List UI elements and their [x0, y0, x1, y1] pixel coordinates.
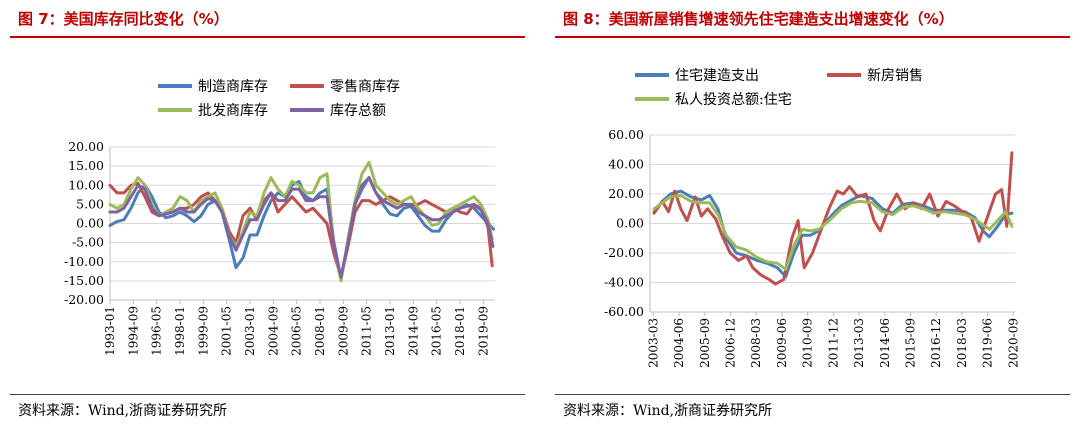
x-tick-label: 2013-01	[383, 306, 397, 356]
chart-housing: 60.0040.0020.000.00-20.00-40.00-60.00200…	[604, 68, 1020, 368]
x-tick-label: 1994-09	[126, 306, 140, 356]
source-note: 资料来源：Wind,浙商证券研究所	[18, 403, 228, 419]
y-tick-label: 60.00	[608, 127, 644, 142]
y-tick-label: -40.00	[604, 275, 644, 290]
source-rule	[10, 394, 525, 395]
x-tick-label: 2011-12	[826, 318, 840, 368]
series-line	[108, 160, 494, 283]
legend-label: 制造商库存	[198, 79, 268, 95]
y-tick-label: -60.00	[604, 304, 644, 319]
x-tick-label: 2005-09	[698, 318, 712, 368]
chart-panel-left: 图 7：美国库存同比变化（%） 20.00 15.00 10.00 5.00 0.00 -…	[10, 0, 525, 436]
x-tick-label: 2003-03	[646, 318, 660, 368]
title-rule	[10, 36, 525, 38]
legend-label: 批发商库存	[198, 103, 268, 119]
x-tick-label: 2004-06	[672, 318, 686, 368]
x-tick-label: 2009-09	[336, 306, 350, 356]
x-tick-label: 2011-05	[360, 306, 374, 356]
x-tick-label: 1993-01	[103, 306, 117, 356]
legend-label: 零售商库存	[330, 79, 400, 95]
series-line	[652, 194, 1014, 271]
series-line	[652, 151, 1014, 286]
chart-panel-right: 图 8：美国新屋销售增速领先住宅建造支出增速变化（%） 60.00 40.00 20…	[555, 0, 1070, 436]
x-tick-label: 2016-12	[929, 318, 943, 368]
x-tick-label: 1999-09	[196, 306, 210, 356]
x-tick-label: 2003-01	[243, 306, 257, 356]
y-tick-label: 20.00	[68, 139, 104, 154]
source-rule	[555, 394, 1070, 395]
chart-inventory: 20.00 15.00 10.00 5.00 0.00 -5.00 -10.00 -15.00…	[64, 79, 496, 356]
figure-title: 图 7：美国库存同比变化（%）	[18, 10, 229, 28]
x-tick-label: 2016-05	[430, 306, 444, 356]
x-tick-label: 2020-09	[1006, 318, 1020, 368]
x-tick-label: 2019-06	[981, 318, 995, 368]
x-tick-label: 2014-09	[406, 306, 420, 356]
x-tick-label: 1998-01	[173, 306, 187, 356]
x-tick-label: 2001-05	[220, 306, 234, 356]
y-tick-label: 15.00	[68, 158, 104, 173]
x-tick-label: 2006-05	[290, 306, 304, 356]
x-tick-label: 2013-03	[852, 318, 866, 368]
y-tick-label: -15.00	[64, 273, 104, 288]
y-tick-label: 0.00	[616, 216, 644, 231]
series-line	[108, 176, 495, 279]
x-tick-label: 2019-09	[476, 306, 490, 356]
x-tick-label: 2014-06	[878, 318, 892, 368]
y-tick-label: -5.00	[72, 235, 104, 250]
x-tick-label: 1996-05	[150, 306, 164, 356]
figure-title: 图 8：美国新屋销售增速领先住宅建造支出增速变化（%）	[563, 10, 954, 28]
title-rule	[555, 36, 1070, 38]
legend-label: 住宅建造支出	[675, 68, 759, 84]
x-tick-label: 2018-01	[453, 306, 467, 356]
y-tick-label: 20.00	[608, 186, 644, 201]
x-tick-label: 2009-06	[775, 318, 789, 368]
x-tick-label: 2010-09	[801, 318, 815, 368]
y-tick-label: 5.00	[76, 196, 104, 211]
source-note: 资料来源：Wind,浙商证券研究所	[563, 403, 773, 419]
legend-label: 私人投资总额:住宅	[675, 92, 792, 108]
y-tick-label: -10.00	[64, 254, 104, 269]
y-tick-label: -20.00	[64, 292, 104, 307]
x-tick-label: 2008-03	[749, 318, 763, 368]
legend-label: 库存总额	[330, 103, 386, 119]
y-tick-label: 10.00	[68, 177, 104, 192]
legend-label: 新房销售	[867, 68, 923, 84]
x-tick-label: 2018-03	[955, 318, 969, 368]
x-tick-label: 2008-01	[313, 306, 327, 356]
y-tick-label: 40.00	[608, 157, 644, 172]
x-tick-label: 2006-12	[724, 318, 738, 368]
x-tick-label: 2004-09	[266, 306, 280, 356]
y-tick-label: -20.00	[604, 245, 644, 260]
y-tick-label: 0.00	[76, 216, 104, 231]
x-tick-label: 2015-09	[903, 318, 917, 368]
